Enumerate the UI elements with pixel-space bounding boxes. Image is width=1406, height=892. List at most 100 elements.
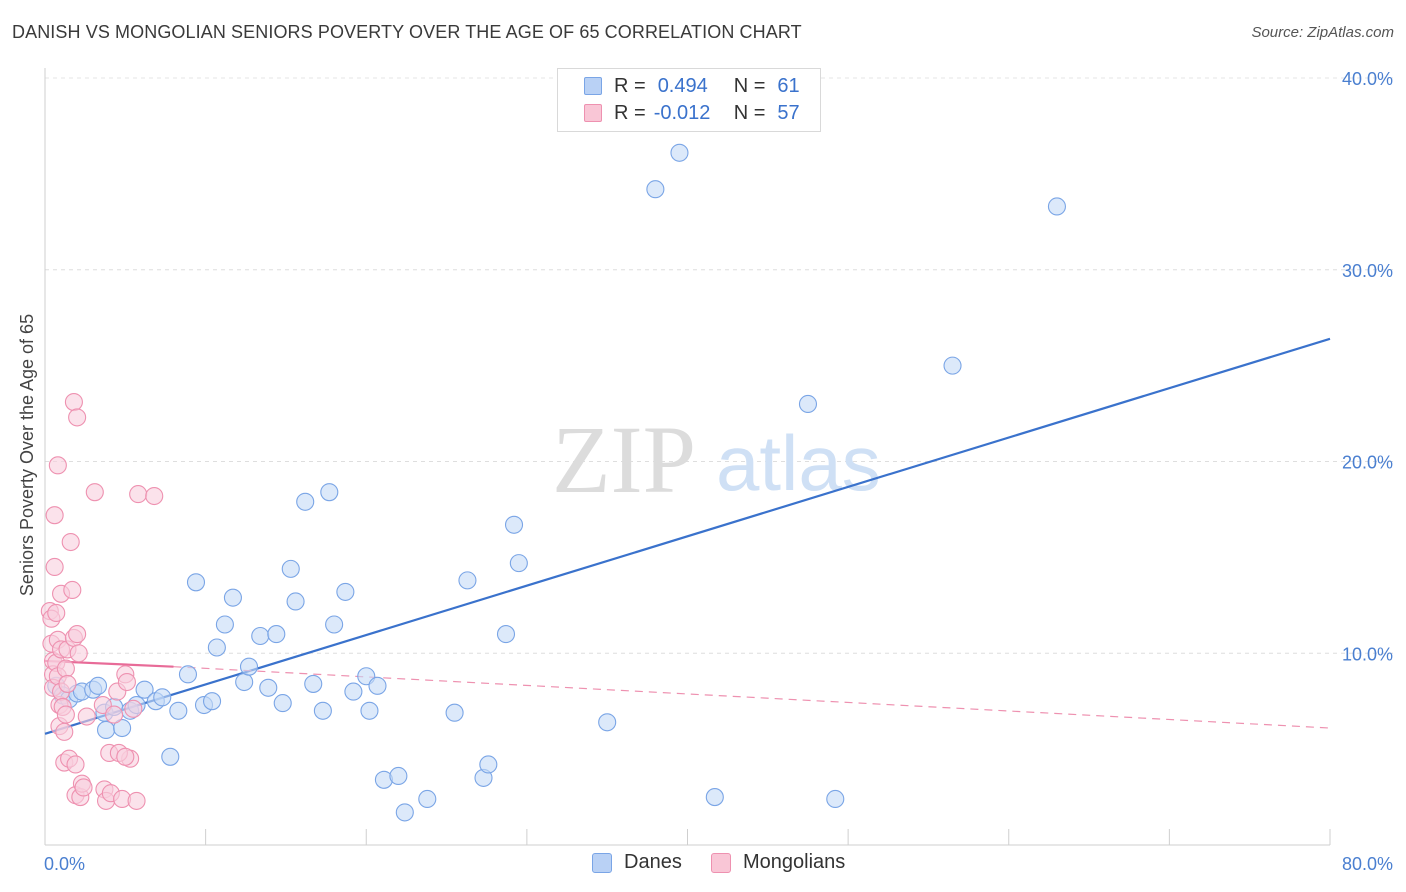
data-point-danes	[344, 682, 363, 701]
data-point-danes	[325, 615, 344, 634]
data-point-danes	[88, 676, 108, 695]
data-point-danes	[389, 766, 408, 786]
data-point-danes	[320, 483, 339, 502]
data-point-danes	[273, 694, 292, 713]
data-point-danes	[509, 554, 528, 573]
data-point-mongolians	[64, 393, 83, 412]
data-point-mongolians	[63, 580, 82, 600]
legend-r-label: R =	[614, 101, 646, 124]
chart-title: DANISH VS MONGOLIAN SENIORS POVERTY OVER…	[12, 22, 802, 42]
bottom-legend-swatch-danes	[592, 852, 612, 873]
data-point-mongolians	[55, 722, 74, 741]
axes	[44, 68, 1331, 846]
data-point-danes	[368, 676, 387, 695]
y-axis-label: Seniors Poverty Over the Age of 65	[17, 314, 37, 596]
data-point-danes	[504, 515, 524, 534]
data-point-danes	[153, 688, 172, 707]
data-point-mongolians	[85, 483, 104, 502]
data-point-danes	[458, 571, 477, 590]
grid-lines	[45, 77, 1395, 654]
legend-r-value-mongolians: -0.012	[653, 101, 711, 124]
data-point-danes	[304, 674, 323, 693]
data-point-danes	[169, 701, 188, 720]
x-tick-label-min: 0.0%	[44, 854, 85, 874]
bottom-legend-label-mongolians: Mongolians	[743, 851, 846, 873]
legend-n-value-mongolians: 57	[777, 101, 800, 124]
data-point-mongolians	[45, 506, 64, 525]
data-point-danes	[418, 789, 437, 809]
data-point-danes	[178, 665, 198, 684]
data-point-danes	[235, 672, 254, 692]
data-point-danes	[313, 701, 332, 720]
bottom-legend-swatch-mongolians	[711, 852, 731, 873]
data-point-danes	[113, 718, 132, 738]
data-point-danes	[186, 573, 206, 592]
data-point-danes	[259, 678, 278, 697]
data-point-danes	[1047, 197, 1066, 216]
data-point-danes	[251, 626, 270, 646]
data-point-danes	[395, 803, 414, 822]
data-point-mongolians	[116, 747, 135, 766]
y-tick-label: 20.0%	[1342, 453, 1393, 473]
data-point-mongolians	[58, 674, 77, 693]
y-tick-label: 40.0%	[1342, 69, 1393, 89]
data-point-danes	[203, 692, 222, 711]
bottom-legend-label-danes: Danes	[624, 851, 682, 873]
data-point-mongolians	[124, 699, 143, 718]
data-point-mongolians	[47, 603, 66, 623]
data-point-mongolians	[68, 408, 87, 427]
legend-row-danes: R = 0.494 N = 61	[584, 73, 800, 99]
data-point-mongolians	[74, 778, 93, 797]
legend-swatch-mongolians	[584, 104, 602, 122]
data-point-danes	[239, 657, 259, 676]
data-point-danes	[223, 588, 242, 607]
data-point-mongolians	[117, 672, 136, 692]
data-point-danes	[479, 755, 498, 774]
legend-swatch-danes	[584, 77, 602, 95]
y-tick-label: 10.0%	[1342, 644, 1393, 664]
x-tick-label-max: 80.0%	[1342, 854, 1393, 874]
data-point-danes	[496, 625, 516, 644]
data-point-danes	[281, 559, 300, 578]
watermark-atlas: atlas	[716, 419, 881, 507]
data-point-danes	[705, 788, 724, 807]
data-point-danes	[286, 592, 305, 611]
data-point-danes	[207, 638, 226, 657]
data-point-mongolians	[77, 707, 96, 726]
legend: R = 0.494 N = 61 R = -0.012 N = 57	[557, 68, 821, 132]
data-point-danes	[445, 703, 464, 722]
watermark: ZIP atlas	[552, 406, 881, 513]
data-point-mongolians	[105, 705, 124, 724]
data-point-mongolians	[69, 644, 88, 663]
source-label: Source: ZipAtlas.com	[1251, 24, 1394, 41]
tick-labels: 10.0% 20.0% 30.0% 40.0% 0.0% 80.0%	[44, 69, 1393, 874]
data-point-danes	[135, 680, 154, 699]
legend-r-value-danes: 0.494	[657, 74, 708, 97]
data-point-mongolians	[145, 486, 164, 506]
trend-line-danes	[44, 337, 1331, 735]
legend-row-mongolians: R = -0.012 N = 57	[584, 100, 800, 126]
data-point-danes	[336, 582, 355, 601]
data-point-danes	[826, 789, 845, 809]
trend-lines	[44, 337, 1331, 735]
legend-n-value-danes: 61	[777, 74, 800, 97]
data-point-mongolians	[45, 557, 64, 577]
data-point-danes	[215, 615, 234, 634]
data-point-mongolians	[61, 532, 80, 552]
data-point-danes	[943, 356, 962, 375]
legend-n-label: N =	[733, 74, 766, 97]
data-point-mongolians	[129, 485, 148, 504]
data-point-danes	[798, 394, 818, 414]
series-mongolians	[40, 393, 164, 810]
data-point-danes	[96, 720, 116, 740]
bottom-legend-danes: Danes	[592, 851, 682, 874]
y-tick-label: 30.0%	[1342, 261, 1393, 281]
bottom-legend-mongolians: Mongolians	[711, 851, 845, 874]
data-point-mongolians	[66, 755, 85, 774]
data-point-danes	[670, 143, 689, 162]
data-point-danes	[598, 713, 617, 732]
legend-r-label: R =	[614, 74, 646, 97]
data-points	[40, 143, 1066, 822]
data-point-danes	[646, 180, 665, 199]
